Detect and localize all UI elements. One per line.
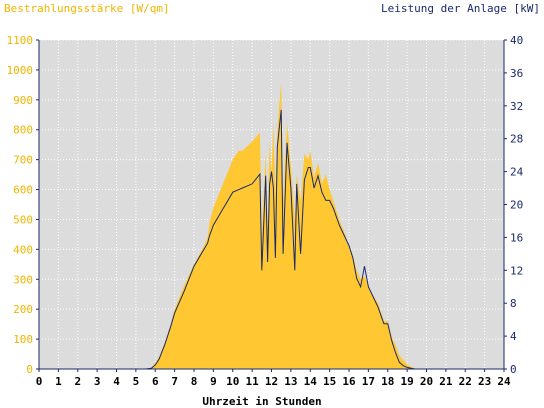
series-irradiance-area [39,81,504,370]
x-tick-label: 22 [459,375,472,388]
x-tick-label: 12 [265,375,278,388]
x-tick-label: 23 [478,375,491,388]
y-left-tick-label: 500 [13,213,33,226]
x-tick-label: 15 [323,375,336,388]
y-left-tick-label: 600 [13,184,33,197]
y-left-tick-label: 900 [13,94,33,107]
x-tick-label: 24 [497,375,511,388]
y-left-tick-label: 400 [13,243,33,256]
y-left-tick-label: 1000 [7,64,34,77]
y-left-tick-label: 800 [13,124,33,137]
y-right-tick-label: 32 [510,100,523,113]
x-tick-label: 0 [36,375,43,388]
y-left-tick-label: 300 [13,273,33,286]
x-ticks: 0 1 2 3 4 5 6 7 8 9 10 11 12 13 14 15 16 17 18 19 20 21 22 23 24 [36,369,511,388]
y-right-tick-label: 8 [510,297,517,310]
x-tick-label: 8 [191,375,198,388]
x-tick-label: 20 [420,375,433,388]
x-tick-label: 3 [94,375,101,388]
y-right-tick-label: 4 [510,330,517,343]
y-left-ticks: 0 100 200 300 400 500 600 700 800 900 1000 1100 [7,34,39,376]
y-right-ticks: 0 4 8 12 16 20 24 28 32 36 40 [504,34,524,376]
x-tick-label: 1 [55,375,62,388]
y-right-axis-title: Leistung der Anlage [kW] [381,2,540,15]
y-right-tick-label: 40 [510,34,523,47]
x-axis-title: Uhrzeit in Stunden [202,395,321,408]
series-power-line [39,109,504,370]
x-tick-label: 14 [304,375,318,388]
x-tick-label: 21 [439,375,453,388]
y-left-tick-label: 100 [13,333,33,346]
x-tick-label: 2 [74,375,81,388]
y-left-tick-label: 700 [13,154,33,167]
x-tick-label: 6 [152,375,159,388]
x-tick-label: 10 [226,375,239,388]
y-right-tick-label: 12 [510,264,523,277]
y-left-tick-label: 200 [13,303,33,316]
x-tick-label: 5 [133,375,140,388]
y-right-tick-label: 28 [510,133,523,146]
x-tick-label: 7 [171,375,178,388]
y-right-tick-label: 16 [510,231,523,244]
y-right-tick-label: 0 [510,363,517,376]
y-right-tick-label: 20 [510,199,523,212]
x-tick-label: 16 [342,375,356,388]
x-tick-label: 13 [284,375,297,388]
x-tick-label: 19 [401,375,414,388]
y-right-tick-label: 24 [510,166,524,179]
x-tick-label: 4 [113,375,120,388]
x-tick-label: 18 [381,375,394,388]
y-left-axis-title: Bestrahlungsstärke [W/qm] [4,2,170,15]
y-left-tick-label: 0 [26,363,33,376]
x-tick-label: 9 [210,375,217,388]
y-left-tick-label: 1100 [7,34,34,47]
x-tick-label: 11 [246,375,260,388]
x-tick-label: 17 [362,375,375,388]
y-right-tick-label: 36 [510,67,523,80]
